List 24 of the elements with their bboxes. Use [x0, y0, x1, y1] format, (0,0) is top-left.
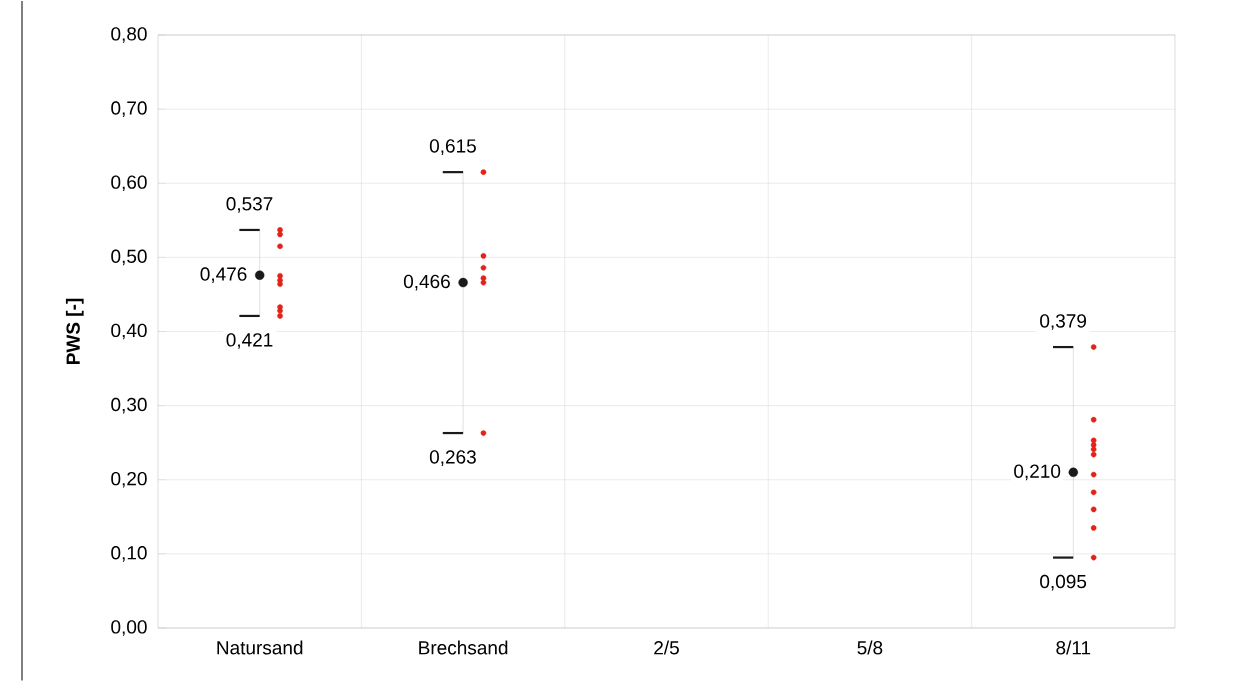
- annotation: 0,379: [1040, 314, 1086, 330]
- y-tick-label: 0,60: [111, 175, 147, 192]
- y-tick-label: 0,10: [111, 546, 147, 562]
- y-tick-label: 0,50: [111, 249, 147, 266]
- y-axis-title: PWS [-]: [65, 298, 84, 364]
- data-label: 0,476: [200, 267, 247, 284]
- x-tick-label: 8/11: [1056, 640, 1091, 655]
- y-tick-label: 0,80: [111, 27, 147, 43]
- x-tick-label: 5/8: [857, 640, 883, 655]
- y-tick-label: 0,20: [111, 471, 147, 488]
- x-tick-label: 2/5: [654, 640, 679, 655]
- y-tick-label: 0,30: [111, 397, 147, 414]
- x-tick-label: Natursand: [217, 640, 303, 655]
- x-tick-label: Brechsand: [419, 640, 508, 655]
- annotation: 0,615: [429, 139, 476, 155]
- y-tick-label: 0,40: [111, 323, 147, 340]
- annotation: 0,421: [226, 333, 273, 349]
- y-tick-label: 0,00: [111, 620, 147, 636]
- annotation: 0,263: [429, 450, 476, 466]
- annotation: 0,537: [226, 197, 273, 213]
- data-label: 0,466: [403, 274, 450, 291]
- y-tick-label: 0,70: [111, 101, 147, 117]
- annotation: 0,095: [1040, 574, 1087, 591]
- data-label: 0,210: [1014, 464, 1061, 481]
